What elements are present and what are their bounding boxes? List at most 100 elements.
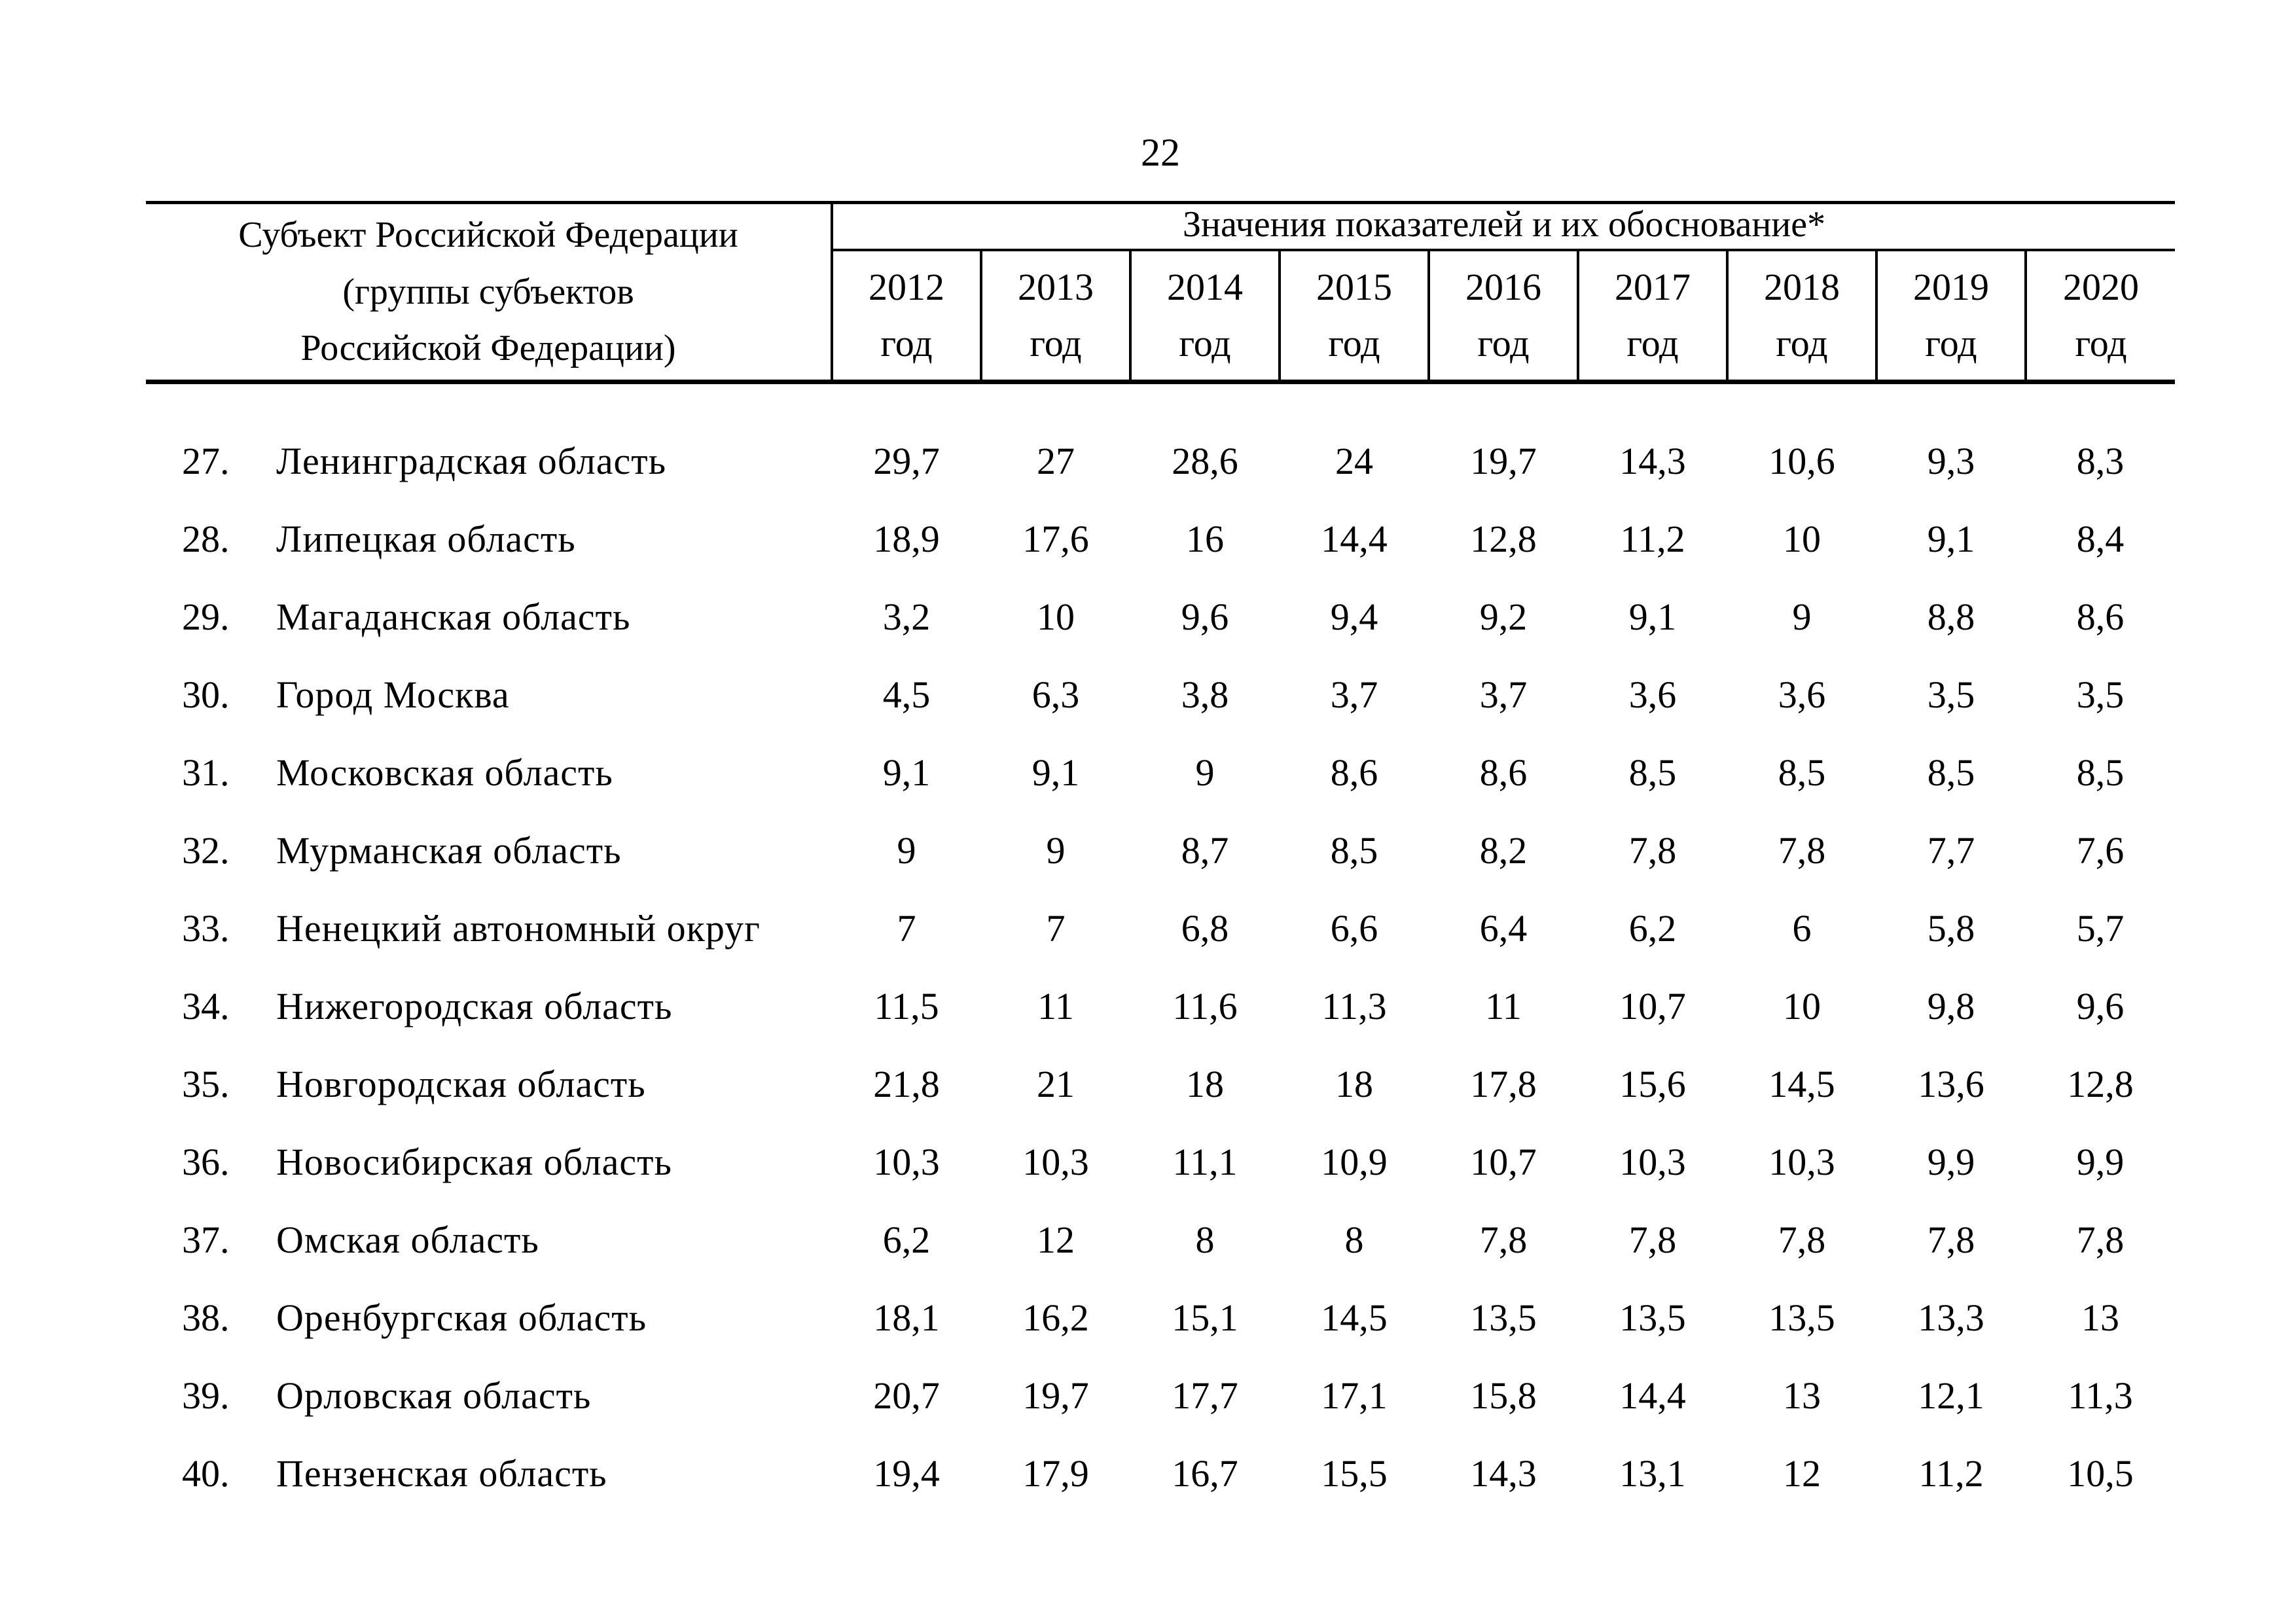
year-word: год [1477,322,1530,365]
value-cell: 10,3 [1022,1141,1089,1183]
year-word: год [1776,322,1828,365]
row-index: 32. [182,829,230,872]
region-name: Новгородская область [276,1063,646,1105]
row-index: 39. [182,1374,230,1417]
value-cell: 6,6 [1330,907,1378,950]
value-cell: 8,7 [1181,829,1229,872]
table-row: 35. Новгородская область 21,8 21 18 18 1… [146,1045,2175,1123]
year-word: год [1626,322,1679,365]
value-cell: 10 [1037,596,1075,638]
value-cell: 18,9 [873,518,940,560]
value-cell: 12,8 [2067,1063,2134,1105]
page-number: 22 [1141,131,1180,174]
table-row: 28. Липецкая область 18,9 17,6 16 14,4 1… [146,500,2175,578]
value-cell: 3,8 [1181,673,1229,716]
region-column-header: Субъект Российской Федерации (группы суб… [146,201,833,384]
value-cell: 19,7 [1022,1374,1089,1417]
indicators-table: Субъект Российской Федерации (группы суб… [146,201,2176,1512]
row-index: 40. [182,1452,230,1495]
value-cell: 24 [1335,440,1373,482]
value-cell: 7,6 [2076,829,2125,872]
value-cell: 11 [1485,985,1522,1027]
value-cell: 8,5 [1778,751,1826,794]
value-cell: 17,7 [1172,1374,1238,1417]
value-cell: 16,7 [1172,1452,1238,1495]
region-header-line1: Субъект Российской Федерации [238,214,738,255]
value-cell: 8,2 [1479,829,1528,872]
value-cell: 10,3 [1619,1141,1686,1183]
value-cell: 8,6 [1479,751,1528,794]
value-cell: 14,3 [1619,440,1686,482]
value-cell: 21,8 [873,1063,940,1105]
region-name: Нижегородская область [276,985,673,1027]
value-cell: 15,5 [1321,1452,1388,1495]
region-header-line3: Российской Федерации) [300,328,676,369]
value-cell: 10,7 [1470,1141,1537,1183]
year-column-header: 2017 год [1577,250,1727,384]
value-cell: 13,6 [1918,1063,1984,1105]
value-cell: 15,8 [1470,1374,1537,1417]
value-cell: 5,8 [1927,907,1975,950]
table-row: 27. Ленинградская область 29,7 27 28,6 2… [146,422,2175,500]
table-row: 34. Нижегородская область 11,5 11 11,6 1… [146,967,2175,1045]
spacer-row [146,382,2175,423]
value-cell: 10,7 [1619,985,1686,1027]
value-cell: 11,2 [1620,518,1685,560]
value-cell: 8,8 [1927,596,1975,638]
value-cell: 9,6 [2076,985,2125,1027]
region-name: Орловская область [276,1374,592,1417]
value-cell: 8,6 [2076,596,2125,638]
region-name: Оренбургская область [276,1296,647,1339]
value-cell: 17,1 [1321,1374,1388,1417]
values-span-header: Значения показателей и их обоснование* [832,201,2176,251]
value-cell: 12,1 [1918,1374,1984,1417]
value-cell: 12 [1037,1219,1075,1261]
value-cell: 18,1 [873,1296,940,1339]
year-word: год [2075,322,2127,365]
value-cell: 14,4 [1321,518,1388,560]
row-index: 30. [182,673,230,716]
value-cell: 7,7 [1927,829,1975,872]
value-cell: 6,8 [1181,907,1229,950]
row-index: 34. [182,985,230,1027]
value-cell: 19,7 [1470,440,1537,482]
year-column-header: 2016 год [1427,250,1578,384]
value-cell: 17,9 [1022,1452,1089,1495]
year-column-header: 2018 год [1726,250,1876,384]
table-row: 37. Омская область 6,2 12 8 8 7,8 7,8 7,… [146,1201,2175,1279]
value-cell: 7 [897,907,916,950]
value-cell: 3,2 [882,596,931,638]
row-index: 36. [182,1141,230,1183]
region-name: Ненецкий автономный округ [276,907,761,950]
year-word: год [1030,322,1082,365]
row-index: 27. [182,440,230,482]
table-row: 31. Московская область 9,1 9,1 9 8,6 8,6… [146,734,2175,812]
value-cell: 17,6 [1022,518,1089,560]
value-cell: 20,7 [873,1374,940,1417]
year-value: 2012 [869,266,944,309]
value-cell: 9 [1792,596,1812,638]
value-cell: 9,9 [1927,1141,1975,1183]
value-cell: 29,7 [873,440,940,482]
value-cell: 4,5 [882,673,931,716]
value-cell: 11,3 [2068,1374,2133,1417]
year-word: год [1328,322,1380,365]
value-cell: 12,8 [1470,518,1537,560]
region-name: Омская область [276,1219,539,1261]
value-cell: 9 [897,829,916,872]
value-cell: 13,5 [1619,1296,1686,1339]
table-row: 29. Магаданская область 3,2 10 9,6 9,4 9… [146,578,2175,656]
table-row: 36. Новосибирская область 10,3 10,3 11,1… [146,1123,2175,1201]
row-index: 35. [182,1063,230,1105]
value-cell: 13,1 [1619,1452,1686,1495]
value-cell: 9 [1046,829,1066,872]
value-cell: 10 [1783,985,1821,1027]
row-index: 31. [182,751,230,794]
region-name: Липецкая область [276,518,576,560]
value-cell: 8,6 [1330,751,1378,794]
value-cell: 9,6 [1181,596,1229,638]
table-row: 38. Оренбургская область 18,1 16,2 15,1 … [146,1279,2175,1357]
row-index: 38. [182,1296,230,1339]
header-row-years: 2012 год 2013 год 2014 год 2015 год 2016 [146,250,2176,384]
value-cell: 8 [1344,1219,1364,1261]
